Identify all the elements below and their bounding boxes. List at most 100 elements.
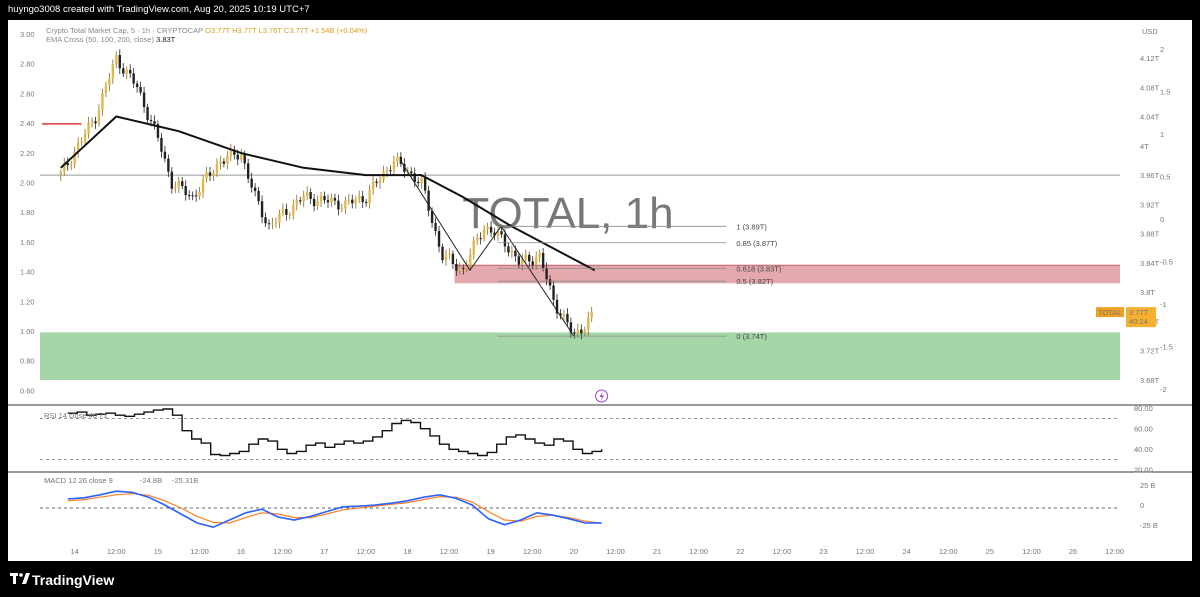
candle-body bbox=[274, 222, 278, 224]
candle-body bbox=[66, 163, 69, 166]
left-axis-tick: 2.40 bbox=[20, 119, 35, 128]
time-axis-tick: 24 bbox=[902, 547, 910, 556]
fib-level-label: 0 (3.74T) bbox=[736, 332, 767, 341]
candle-body bbox=[583, 330, 586, 334]
candle-body bbox=[569, 322, 573, 333]
right-axis-tick-secondary: 2 bbox=[1160, 45, 1164, 54]
time-axis-tick: 12:00 bbox=[606, 547, 625, 556]
chart-svg[interactable]: TOTAL, 1h 1 (3.89T) 0.85 (3.87T) 0.618 (3.8… bbox=[8, 20, 1192, 561]
candle-body bbox=[441, 246, 444, 261]
candle-body bbox=[267, 223, 271, 225]
candle-body bbox=[375, 181, 378, 184]
macd-value-1: -24.8B bbox=[140, 476, 162, 485]
time-axis-tick: 21 bbox=[653, 547, 661, 556]
time-axis-tick: 17 bbox=[320, 547, 328, 556]
candle-body bbox=[469, 254, 472, 266]
candle-body bbox=[302, 195, 305, 202]
candle-body bbox=[59, 172, 62, 176]
candle-body bbox=[87, 122, 90, 134]
candle-body bbox=[389, 170, 392, 172]
candle-body bbox=[146, 107, 149, 121]
candle-body bbox=[455, 263, 458, 271]
right-axis-tick: 4T bbox=[1140, 142, 1149, 151]
macd-axis-tick: 0 bbox=[1140, 501, 1144, 510]
right-axis-tick-secondary: -0.5 bbox=[1160, 258, 1173, 267]
price-tag-value: 3.77T bbox=[1129, 308, 1149, 317]
candle-body bbox=[125, 69, 128, 74]
candle-body bbox=[392, 161, 396, 172]
lightning-glyph bbox=[599, 392, 605, 401]
supply-zone bbox=[454, 265, 1120, 284]
candle-body bbox=[368, 189, 371, 204]
right-axis-tick-secondary: -1.5 bbox=[1160, 343, 1173, 352]
currency-label: USD bbox=[1142, 27, 1158, 36]
candle-body bbox=[378, 179, 382, 184]
candle-body bbox=[566, 313, 569, 323]
footer-brand: TradingView bbox=[32, 572, 115, 588]
candle-body bbox=[420, 177, 423, 184]
candle-body bbox=[562, 313, 566, 316]
candle-body bbox=[101, 93, 104, 110]
candle-body bbox=[444, 255, 448, 261]
price-tag-countdown: 40:24 bbox=[1129, 317, 1148, 326]
candle-body bbox=[222, 161, 226, 164]
candle-body bbox=[413, 173, 416, 182]
top-bar: huyngo3008 created with TradingView.com,… bbox=[0, 0, 1200, 20]
right-axis-tick: 4.08T bbox=[1140, 83, 1160, 92]
right-axis-tick-secondary: 0.5 bbox=[1160, 173, 1170, 182]
legend-ema-value: 3.83T bbox=[156, 35, 176, 44]
left-axis-tick: 2.60 bbox=[20, 89, 35, 98]
right-axis-tick: 3.68T bbox=[1140, 376, 1160, 385]
signal-line bbox=[67, 492, 602, 524]
candle-body bbox=[323, 196, 326, 201]
candle-body bbox=[281, 208, 285, 214]
candle-body bbox=[590, 312, 593, 318]
candle-body bbox=[142, 92, 146, 108]
candle-body bbox=[246, 163, 250, 179]
chart-pane[interactable]: TOTAL, 1h 1 (3.89T) 0.85 (3.87T) 0.618 (3.8… bbox=[8, 20, 1192, 561]
left-axis-tick: 1.20 bbox=[20, 297, 35, 306]
candle-body bbox=[559, 313, 562, 316]
price-tag-name: TOTAL bbox=[1098, 308, 1121, 317]
candle-body bbox=[316, 201, 319, 207]
right-axis-tick-secondary: 1.5 bbox=[1160, 88, 1170, 97]
right-axis-tick: 4.04T bbox=[1140, 113, 1160, 122]
fib-level-label: 0.85 (3.87T) bbox=[736, 239, 777, 248]
macd-line bbox=[67, 490, 602, 529]
legend-ema-row: EMA Cross (50, 100, 200, close) 3.83T bbox=[46, 35, 175, 44]
candle-body bbox=[524, 254, 527, 260]
fib-level-label: 1 (3.89T) bbox=[736, 222, 767, 231]
candle-body bbox=[299, 200, 302, 202]
time-axis-tick: 22 bbox=[736, 547, 744, 556]
candle-body bbox=[271, 223, 274, 225]
rsi-axis-tick: 40.00 bbox=[1134, 445, 1153, 454]
time-axis-tick: 23 bbox=[819, 547, 827, 556]
candle-body bbox=[358, 196, 361, 200]
rsi-line bbox=[67, 408, 603, 457]
candle-body bbox=[545, 268, 548, 280]
candle-body bbox=[510, 250, 514, 253]
candle-body bbox=[295, 200, 298, 205]
left-axis-tick: 1.40 bbox=[20, 268, 35, 277]
candle-body bbox=[97, 109, 101, 124]
fib-level-label: 0.5 (3.82T) bbox=[736, 277, 773, 286]
demand-zone bbox=[40, 332, 1120, 380]
candle-body bbox=[240, 154, 243, 160]
right-axis-tick: 3.8T bbox=[1140, 288, 1155, 297]
left-axis-tick: 2.80 bbox=[20, 60, 35, 69]
candle-body bbox=[430, 210, 434, 223]
left-axis-tick: 2.20 bbox=[20, 149, 35, 158]
candle-body bbox=[309, 192, 312, 199]
legend-symbol-row: Crypto Total Market Cap, 5 · 1h · CRYPTO… bbox=[46, 26, 367, 35]
candle-body bbox=[257, 190, 260, 202]
time-axis-tick: 12:00 bbox=[190, 547, 209, 556]
candle-body bbox=[462, 268, 465, 270]
candle-body bbox=[115, 54, 118, 65]
candle-body bbox=[423, 177, 427, 191]
candle-body bbox=[285, 208, 288, 215]
candle-body bbox=[94, 121, 97, 124]
candle-body bbox=[351, 199, 354, 204]
credit-text: huyngo3008 created with TradingView.com,… bbox=[8, 4, 310, 15]
candle-body bbox=[576, 329, 580, 334]
candle-body bbox=[201, 178, 205, 193]
